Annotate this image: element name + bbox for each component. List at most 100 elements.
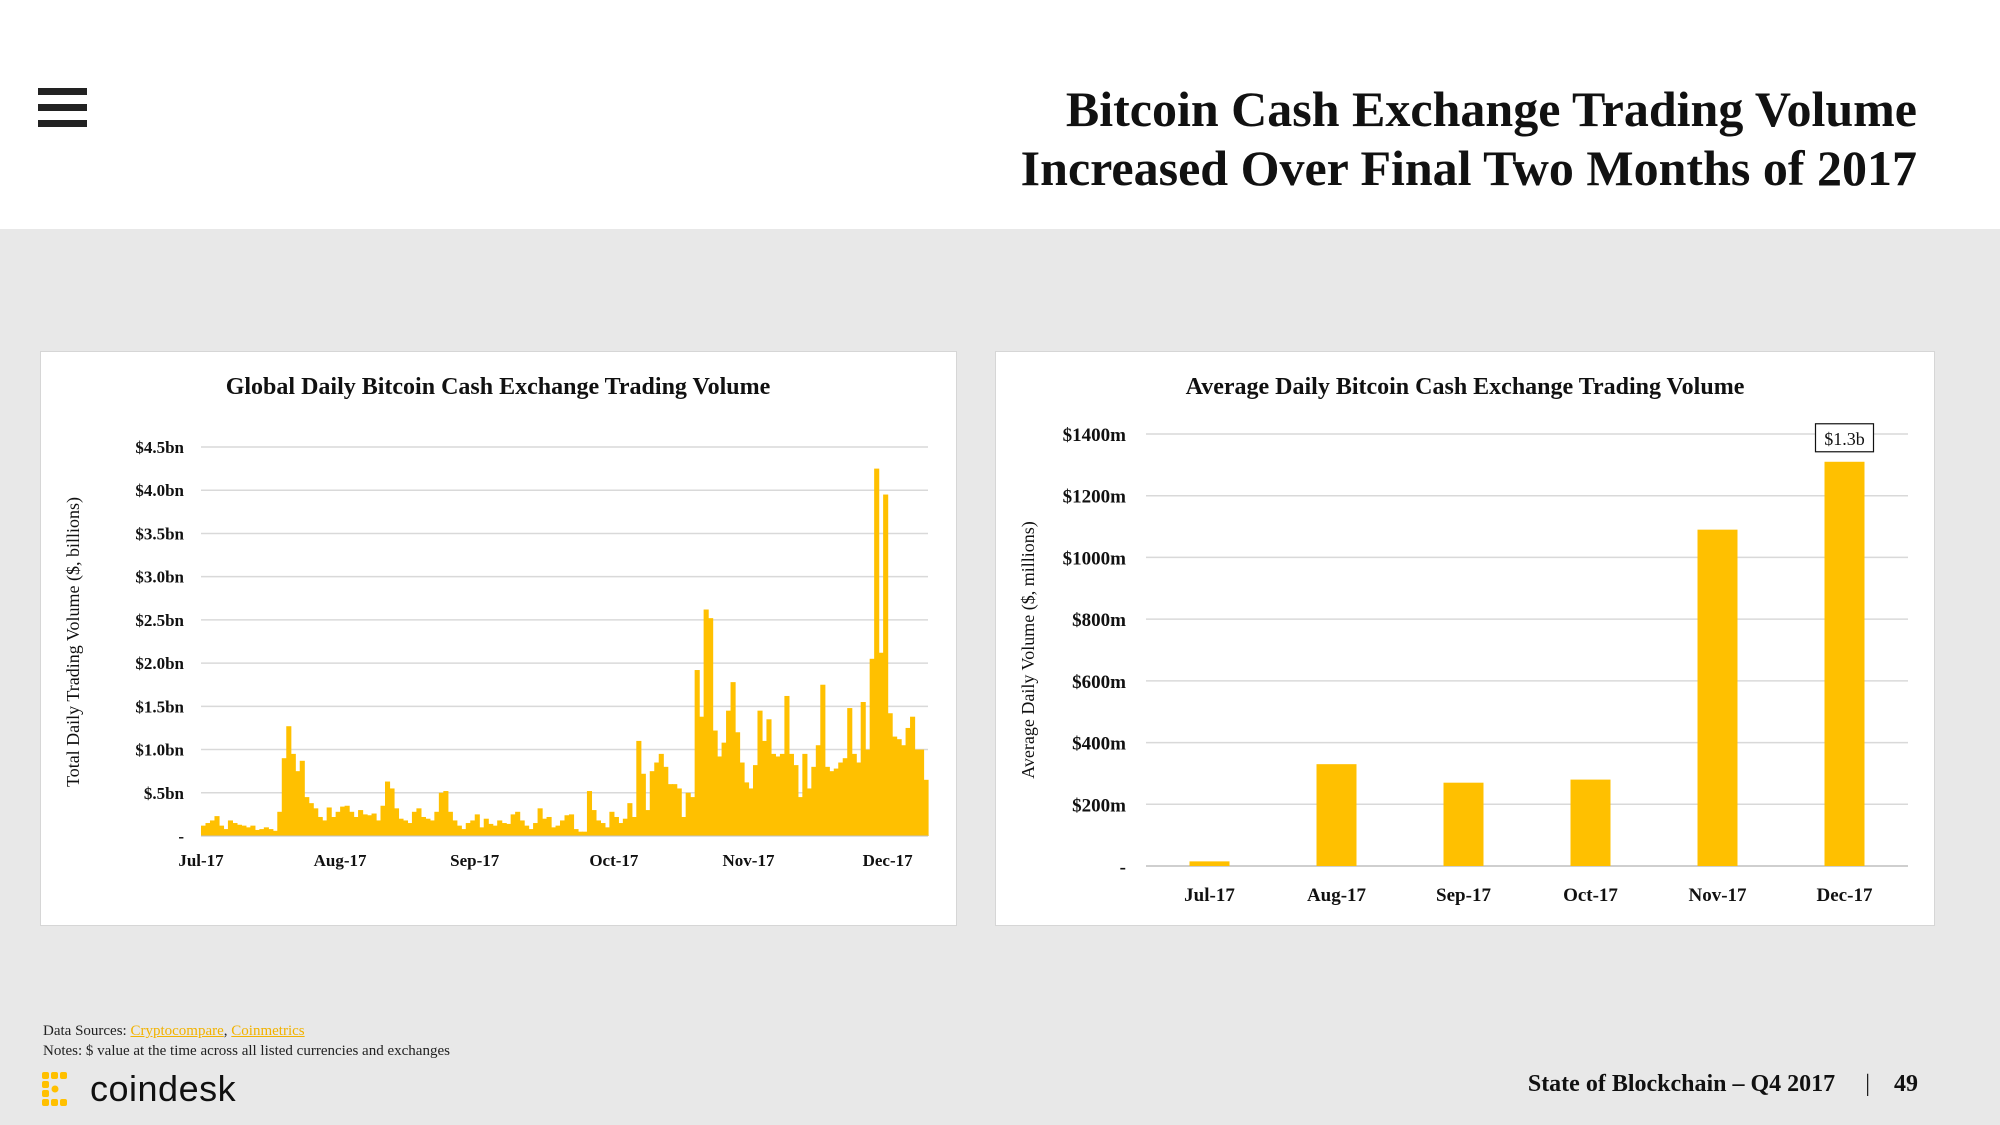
chart1-bar [286,726,292,836]
chart1-bar [313,808,319,836]
chart1-ylabel: Total Daily Trading Volume ($, billions) [63,497,84,787]
chart1-x-tick: Dec-17 [863,851,914,870]
chart1-bar [721,742,727,836]
chart1-bar [775,756,781,836]
chart1-bar [811,766,817,836]
chart2-ylabel: Average Daily Volume ($, millions) [1018,521,1039,778]
chart1-bar [533,823,539,836]
chart1-y-tick: $4.0bn [135,481,184,500]
chart1-bar [384,781,391,836]
chart1-bar [389,788,395,836]
chart1-bar [820,684,826,836]
notes: Data Sources: Cryptocompare, Coinmetrics… [43,1021,450,1061]
page-number: 49 [1894,1071,1918,1097]
chart1-bar [892,736,898,836]
chart2-bar [1316,764,1357,866]
chart1-bar [761,740,768,836]
chart1-bar [744,782,750,836]
cryptocompare-link[interactable]: Cryptocompare [130,1023,224,1039]
chart1-bar [268,829,274,836]
coinmetrics-link[interactable]: Coinmetrics [231,1023,305,1039]
page-title: Bitcoin Cash Exchange Trading Volume Inc… [1021,80,1917,198]
chart2-bar [1189,861,1230,866]
menu-icon[interactable] [38,88,87,130]
chart2-bar [1697,529,1738,866]
chart1-bar [501,823,507,836]
chart1-bar [362,814,368,836]
chart1-bar [833,768,839,836]
chart1-bar [232,823,238,836]
chart1-bar [551,827,557,836]
coindesk-logo-text: coindesk [90,1068,237,1109]
chart1-bar [236,824,242,836]
chart1-bar [757,710,763,836]
chart1-bar [546,816,552,836]
chart2-annotation: $1.3b [1824,429,1865,449]
chart1-bar [344,805,350,836]
chart1-y-tick: - [178,827,184,846]
chart1-bar [690,797,696,836]
chart1-bar [649,771,655,836]
chart1-bar [717,756,723,836]
chart1-bar [438,792,444,836]
chart1-bar [586,791,593,836]
page-title-line-2: Increased Over Final Two Months of 2017 [1020,140,1917,196]
chart1-bar [299,760,305,836]
chart1-bar [371,813,377,836]
chart1-bar [515,811,521,836]
chart1-x-tick: Aug-17 [314,851,367,870]
chart1-bar [636,740,642,836]
chart1-bar [201,825,207,836]
chart1-bar [712,730,718,836]
chart1-y-tick: $4.5bn [135,438,184,457]
chart1-bar [317,816,323,836]
chart1-bar [555,825,561,836]
chart1-bar [739,762,745,836]
chart1-bar [582,831,588,836]
chart1-bar [537,808,543,836]
chart1-bar [452,820,458,836]
chart1-bar [766,719,772,836]
chart1-bar [380,805,386,836]
chart1-bar [376,820,382,836]
chart1-bar [349,811,355,836]
data-sources: Data Sources: Cryptocompare, Coinmetrics [43,1021,450,1041]
chart1-bar [227,820,234,836]
daily-volume-chart-panel: Global Daily Bitcoin Cash Exchange Tradi… [40,351,957,926]
chart1-bar [425,818,431,836]
chart1-bar [308,803,314,836]
coindesk-logo[interactable]: coindesk [40,1068,236,1110]
chart1-bar [340,806,346,836]
chart2-x-tick: Nov-17 [1688,885,1747,906]
chart1-bar [654,762,660,836]
chart1-bar [281,758,287,836]
chart1-bar [604,827,610,836]
chart2-y-tick: $1000m [1063,548,1127,569]
chart1-bar [407,823,413,836]
chart1-bar [645,810,651,836]
chart1-bar [223,829,229,836]
chart1-y-tick: $3.5bn [135,524,184,543]
chart1-bar [613,816,619,836]
chart1-bar [456,825,462,836]
header: Bitcoin Cash Exchange Trading Volume Inc… [0,0,2000,229]
chart1-bar [564,815,570,836]
chart1-bar [685,792,691,836]
chart1-bar [326,807,332,836]
chart2-bar [1824,461,1865,866]
chart1-bar [663,766,669,836]
chart1-x-tick: Jul-17 [178,851,224,870]
chart2-y-tick: $400m [1072,734,1126,755]
chart1-bar [752,765,759,836]
chart1-bar [218,825,225,836]
chart1-bar [322,820,328,836]
chart1-bar [591,810,597,836]
chart1-bar [883,494,889,836]
chart1-bar [353,816,359,836]
chart1-bar [209,820,216,836]
coindesk-logo-icon [42,1072,67,1106]
chart1-bar [815,745,821,836]
chart1-y-tick: $1.5bn [135,697,184,716]
chart1-bar [869,658,875,836]
chart1-bar [860,702,866,836]
